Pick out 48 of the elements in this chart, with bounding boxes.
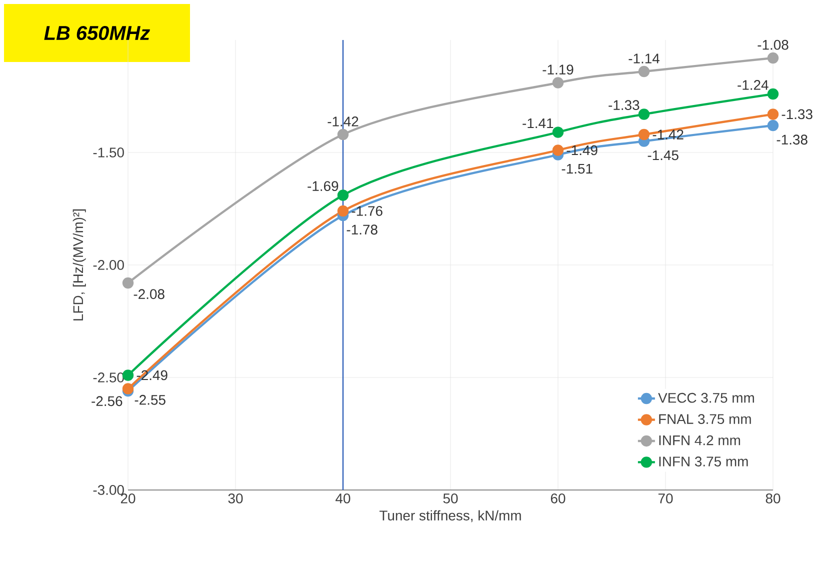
data-label: -1.24 [738, 80, 768, 90]
x-tick-label: 40 [336, 493, 350, 504]
y-tick-label: -3.00 [93, 485, 124, 495]
x-tick-label: 80 [766, 493, 780, 504]
data-label: -1.19 [542, 64, 574, 75]
data-label: -1.08 [758, 40, 788, 50]
point [337, 205, 349, 217]
x-tick-label: 60 [550, 493, 566, 504]
point [767, 88, 779, 100]
point [767, 120, 779, 132]
point [122, 277, 134, 289]
data-label: -1.76 [352, 206, 382, 216]
legend-label: INFN 4.2 mm [659, 435, 740, 446]
data-label: -1.33 [608, 100, 640, 110]
point [638, 66, 650, 78]
data-label: -1.41 [522, 118, 554, 128]
x-axis-title: Tuner stiffness, kN/mm [380, 510, 521, 522]
point [122, 383, 134, 394]
point [767, 52, 779, 64]
point [552, 144, 564, 156]
point [337, 128, 349, 140]
y-axis-title: LFD, [Hz/(MV/m)²] [72, 209, 86, 320]
data-label: -1.45 [648, 150, 678, 160]
data-label: -1.69 [308, 181, 338, 192]
point [767, 108, 779, 120]
y-tick-label: -1.50 [93, 148, 124, 158]
point [552, 126, 564, 138]
chart-title: LB 650MHz [44, 26, 150, 40]
data-label: -1.51 [562, 164, 592, 174]
point [552, 77, 564, 88]
data-label: -1.14 [628, 54, 660, 64]
y-tick-label: -2.00 [93, 260, 124, 270]
point [638, 108, 650, 120]
legend-label: INFN 3.75 mm [659, 456, 748, 466]
x-tick-label: 70 [658, 493, 673, 504]
point [337, 190, 349, 201]
data-label: -1.33 [782, 109, 812, 120]
data-label: -1.38 [776, 134, 808, 145]
x-tick-label: 50 [443, 493, 458, 504]
data-label: -2.08 [134, 289, 164, 300]
x-tick-label: 20 [120, 493, 136, 504]
point [638, 128, 650, 140]
data-label: -2.55 [134, 394, 166, 405]
x-tick-label: 30 [228, 493, 243, 504]
legend-label: VECC 3.75 mm [658, 392, 754, 403]
data-label: -2.56 [92, 396, 122, 406]
legend-label: FNAL 3.75 mm [659, 414, 751, 424]
data-label: -1.78 [346, 224, 378, 235]
